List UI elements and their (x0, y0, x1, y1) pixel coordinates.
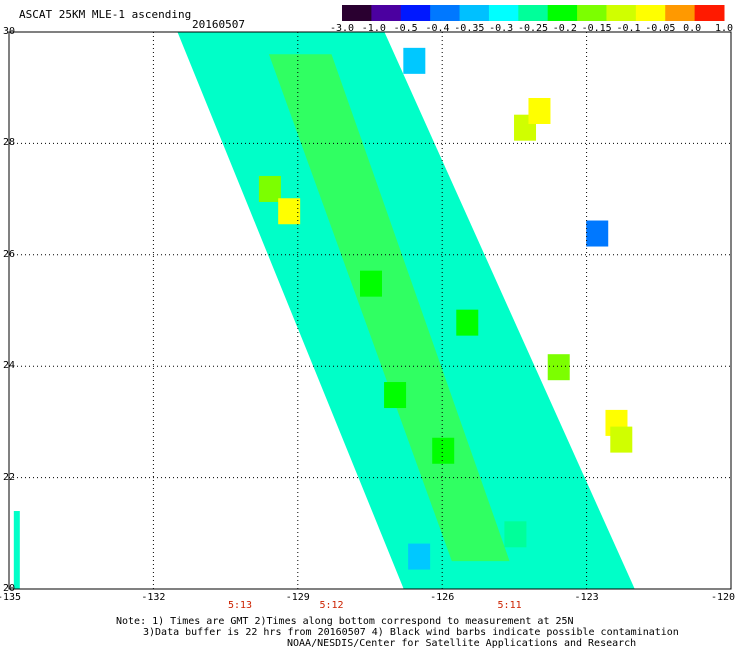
colorbar-label: -0.25 (517, 23, 549, 34)
colorbar-label: -0.35 (454, 23, 485, 34)
lat-label: 20 (3, 583, 16, 594)
data-swath (13, 32, 635, 589)
colorbar-segment (430, 5, 461, 21)
swath-patch (258, 175, 281, 202)
swath-patch (278, 198, 301, 225)
colorbar-label: -1.0 (361, 23, 386, 34)
lat-label: 24 (3, 360, 16, 372)
lat-label: 26 (3, 248, 16, 260)
swath-patch (504, 521, 527, 548)
lon-label: -120 (710, 592, 736, 603)
time-label: 5:13 (227, 600, 253, 611)
lon-label: -126 (430, 592, 455, 603)
time-label: 5:11 (497, 600, 522, 611)
lon-label: -132 (141, 592, 166, 603)
lon-label: -135 (0, 592, 22, 603)
colorbar-label: -3.0 (329, 23, 355, 34)
colorbar-segment (371, 5, 402, 21)
colorbar-label: -0.5 (393, 23, 418, 34)
note-line-1: Note: 1) Times are GMT 2)Times along bot… (116, 616, 574, 627)
lat-label: 28 (3, 137, 16, 149)
colorbar-label: 0.0 (683, 23, 702, 34)
swath-patch (610, 426, 633, 453)
colorbar-label: -0.4 (425, 23, 450, 34)
lat-label: 30 (3, 26, 16, 37)
colorbar-segment (606, 5, 637, 21)
map-date: 20160507 (192, 18, 245, 31)
swath-patch (403, 47, 426, 74)
colorbar-segment (459, 5, 490, 21)
colorbar-segment (665, 5, 696, 21)
colorbar-label: -0.2 (552, 23, 577, 34)
lat-label: 22 (3, 471, 16, 483)
colorbar (342, 5, 725, 21)
note-line-3: NOAA/NESDIS/Center for Satellite Applica… (287, 638, 637, 649)
colorbar-label: 1.0 (714, 23, 734, 34)
colorbar-segment (635, 5, 666, 21)
swath-patch (384, 382, 407, 409)
swath-fragment (13, 511, 20, 589)
lon-label: -129 (285, 592, 310, 603)
swath-patch (432, 437, 455, 464)
colorbar-segment (547, 5, 578, 21)
colorbar-label: -0.05 (645, 23, 676, 34)
swath-patch (456, 309, 479, 336)
colorbar-segment (342, 5, 372, 21)
colorbar-label: -0.3 (489, 23, 514, 34)
colorbar-segment (400, 5, 431, 21)
map-title: ASCAT 25KM MLE-1 ascending (19, 8, 192, 21)
colorbar-label: -0.1 (616, 23, 641, 34)
swath-patch (586, 220, 609, 247)
map-frame (8, 31, 732, 590)
swath-patch (528, 97, 551, 124)
swath-patch (408, 543, 431, 570)
swath-patch (547, 354, 570, 381)
colorbar-segment (488, 5, 519, 21)
colorbar-label: -0.15 (581, 23, 612, 34)
lon-label: -123 (574, 592, 599, 603)
swath-patch (360, 270, 382, 297)
colorbar-segment (577, 5, 607, 21)
colorbar-segment (694, 5, 725, 21)
time-label: 5:12 (319, 600, 344, 611)
swath-band (268, 54, 510, 562)
colorbar-segment (518, 5, 549, 21)
note-line-2: 3)Data buffer is 22 hrs from 20160507 4)… (143, 627, 679, 638)
